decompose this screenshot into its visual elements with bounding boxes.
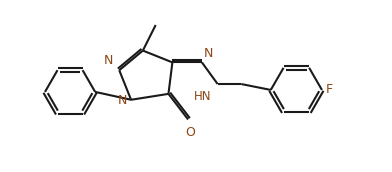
Text: HN: HN <box>194 90 212 103</box>
Text: O: O <box>185 126 195 139</box>
Text: F: F <box>326 83 333 96</box>
Text: N: N <box>118 94 127 107</box>
Text: N: N <box>104 54 113 67</box>
Text: N: N <box>204 47 213 60</box>
